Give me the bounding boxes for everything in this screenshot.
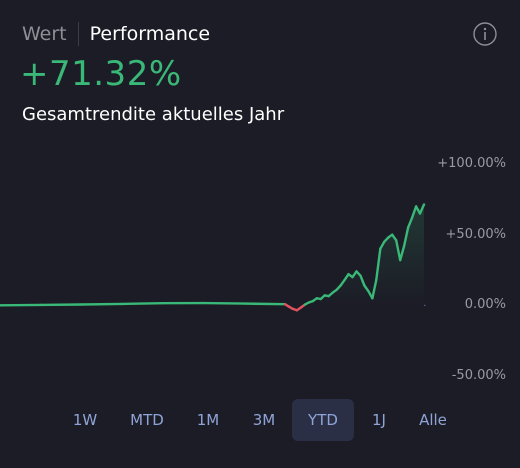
performance-line-segment	[243, 302, 287, 306]
performance-line-segment	[359, 274, 366, 287]
performance-line-segment	[418, 203, 426, 215]
y-tick-label: 0.00%	[464, 297, 506, 312]
performance-chart-svg	[0, 203, 426, 312]
performance-value: +71.32%	[20, 54, 182, 94]
performance-line-segment	[410, 205, 418, 219]
view-tabs: Wert Performance	[22, 20, 210, 48]
range-1w[interactable]: 1W	[72, 411, 98, 429]
range-3m[interactable]: 3M	[252, 411, 276, 429]
performance-line-segment	[379, 240, 386, 251]
performance-line-segment	[395, 239, 402, 262]
tab-wert[interactable]: Wert	[22, 23, 67, 45]
range-alle[interactable]: Alle	[419, 411, 447, 429]
y-tick-label: +50.00%	[445, 227, 506, 242]
range-selector: 1W MTD 1M 3M YTD 1J Alle	[0, 399, 520, 441]
performance-line-segment	[120, 301, 165, 306]
performance-area	[0, 204, 424, 306]
range-1j[interactable]: 1J	[372, 411, 386, 429]
tab-performance[interactable]: Performance	[89, 23, 211, 45]
info-icon[interactable]	[473, 22, 497, 46]
performance-line-segment	[202, 301, 246, 305]
performance-line-segment	[375, 247, 382, 282]
range-ytd[interactable]: YTD	[292, 399, 354, 441]
range-mtd[interactable]: MTD	[130, 411, 164, 429]
range-1m[interactable]: 1M	[196, 411, 220, 429]
performance-line-segment	[399, 244, 406, 262]
performance-line-segment	[80, 302, 124, 306]
performance-line-segment	[402, 226, 410, 248]
y-tick-label: -50.00%	[451, 368, 506, 383]
y-tick-label: +100.00%	[437, 156, 506, 171]
tab-divider	[77, 22, 79, 46]
performance-chart: +100.00% +50.00% 0.00% -50.00%	[0, 140, 520, 390]
performance-line-segment	[406, 216, 414, 229]
performance-subtitle: Gesamtrendite aktuelles Jahr	[22, 104, 285, 125]
performance-line-segment	[371, 278, 378, 300]
